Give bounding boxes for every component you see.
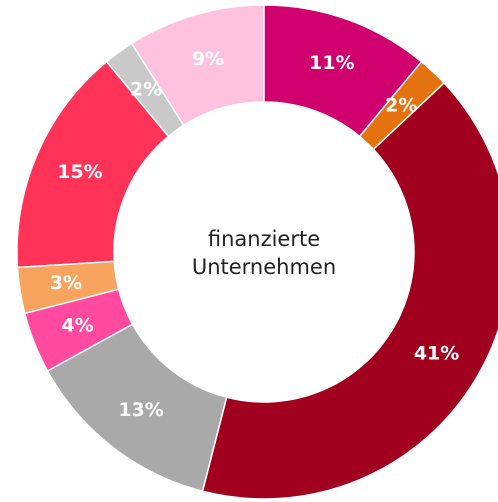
slice	[23, 288, 134, 373]
slice	[263, 4, 423, 138]
value-label: 41%	[414, 343, 459, 365]
slice	[105, 42, 185, 138]
slice	[358, 60, 446, 151]
value-label: 2%	[130, 78, 162, 100]
value-label: 15%	[57, 161, 102, 183]
center-label: Unternehmen	[192, 255, 336, 279]
slice	[46, 323, 228, 493]
value-label: 3%	[50, 272, 82, 294]
value-label: 4%	[61, 314, 93, 336]
value-label: 11%	[309, 52, 354, 74]
slice	[201, 81, 498, 500]
slice	[16, 260, 120, 315]
center-label: finanzierte	[208, 227, 320, 251]
value-label: 9%	[192, 48, 224, 70]
value-label: 2%	[385, 94, 417, 116]
slice	[16, 60, 170, 269]
value-label: 13%	[118, 399, 163, 421]
